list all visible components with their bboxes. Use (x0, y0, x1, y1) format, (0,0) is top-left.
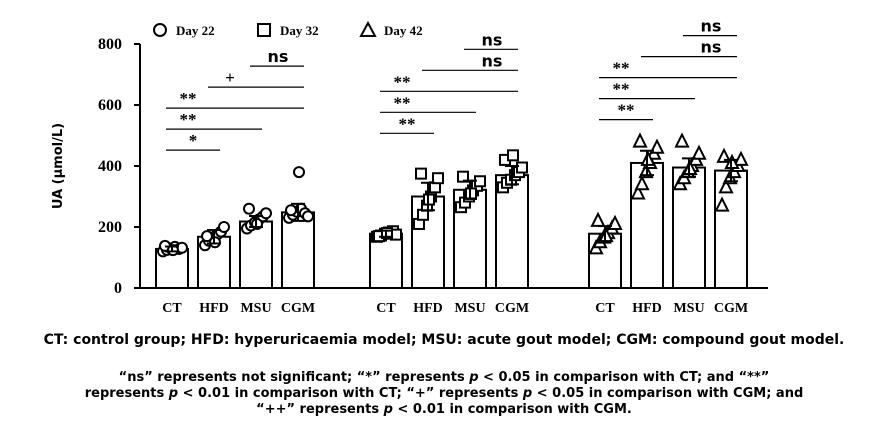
significance-label: ** (618, 101, 635, 120)
x-tick-label: CT (376, 301, 396, 316)
data-point (590, 211, 606, 227)
data-point (285, 204, 297, 217)
x-tick-label: CGM (281, 301, 315, 316)
x-tick-label: MSU (240, 301, 271, 316)
x-tick-label: HFD (413, 301, 443, 316)
data-point (293, 166, 305, 179)
uric-acid-bar-chart: 0 200 400 600 800 UA (μmol/L) Day 22 Day 32 Day … (51, 17, 768, 316)
significance-label: ** (180, 89, 197, 108)
data-point (302, 210, 314, 223)
y-tick-label: 600 (98, 97, 122, 114)
sig-text: “++” represents (256, 402, 384, 417)
x-tick-label: CGM (495, 301, 529, 316)
sig-text: < 0.05 in comparison with CT; and “**” (478, 370, 770, 385)
data-point (634, 175, 650, 191)
significance-label: ns (701, 17, 722, 36)
sig-text: < 0.01 in comparison with CGM. (392, 402, 632, 417)
significance-label: ** (613, 59, 630, 78)
x-tick-label: MSU (673, 301, 704, 316)
y-tick-label: 800 (98, 36, 122, 53)
data-point (218, 221, 230, 233)
bar (281, 211, 315, 289)
data-point (649, 138, 665, 154)
data-point (243, 202, 255, 215)
significance-label: ** (394, 93, 411, 112)
data-point (714, 196, 730, 212)
significance-label: ns (268, 47, 289, 66)
bar (630, 161, 664, 289)
p-symbol: p (469, 370, 479, 385)
significance-label: + (225, 68, 235, 87)
p-symbol: p (383, 402, 393, 417)
data-point (260, 207, 272, 220)
data-point (716, 147, 732, 163)
x-tick-label: CT (162, 301, 182, 316)
x-tick-label: CGM (714, 301, 748, 316)
data-point (691, 144, 707, 160)
significance-label: ns (482, 51, 503, 70)
legend-circle-icon (153, 23, 167, 37)
significance-label: ** (394, 72, 411, 91)
sig-text: represents (84, 386, 169, 401)
sig-text: < 0.01 in comparison with CT; “+” repres… (178, 386, 523, 401)
x-tick-label: CT (595, 301, 615, 316)
legend-label: Day 32 (280, 23, 319, 38)
y-tick-label: 200 (98, 219, 122, 236)
sig-text: < 0.05 in comparison with CGM; and (532, 386, 804, 401)
p-symbol: p (522, 386, 533, 401)
x-tick-label: MSU (454, 301, 485, 316)
x-tick-label: HFD (199, 301, 229, 316)
significance-line-3: “++” represents p < 0.01 in comparison w… (0, 402, 888, 418)
p-symbol: p (168, 386, 179, 401)
legend-square-icon (257, 23, 271, 37)
y-tick-label: 0 (114, 280, 122, 297)
significance-line-2: represents p < 0.01 in comparison with C… (0, 386, 888, 402)
y-axis-label: UA (μmol/L) (51, 123, 66, 209)
significance-line-1: “ns” represents not significant; “*” rep… (0, 370, 888, 386)
data-point (507, 149, 519, 162)
data-point (632, 132, 648, 148)
significance-label: ** (399, 114, 416, 133)
significance-label: ** (180, 110, 197, 129)
sig-text: “ns” represents not significant; “*” rep… (118, 370, 470, 385)
significance-footnote: “ns” represents not significant; “*” rep… (0, 370, 888, 418)
significance-label: ns (482, 30, 503, 49)
significance-label: ** (613, 80, 630, 99)
data-point (516, 161, 528, 174)
y-tick-label: 400 (98, 158, 122, 175)
data-point (630, 184, 646, 200)
data-point (718, 178, 734, 194)
data-point (201, 230, 213, 243)
data-point (432, 172, 444, 185)
data-point (415, 167, 427, 180)
data-point (457, 170, 469, 183)
legend-label: Day 22 (176, 23, 215, 38)
significance-label: * (189, 131, 198, 150)
abbreviation-footnote: CT: control group; HFD: hyperuricaemia m… (0, 332, 888, 348)
legend-triangle-icon (359, 20, 377, 37)
significance-label: ns (701, 38, 722, 57)
legend-label: Day 42 (384, 23, 423, 38)
abbreviation-text: CT: control group; HFD: hyperuricaemia m… (43, 332, 845, 348)
x-tick-label: HFD (632, 301, 662, 316)
data-point (674, 132, 690, 148)
